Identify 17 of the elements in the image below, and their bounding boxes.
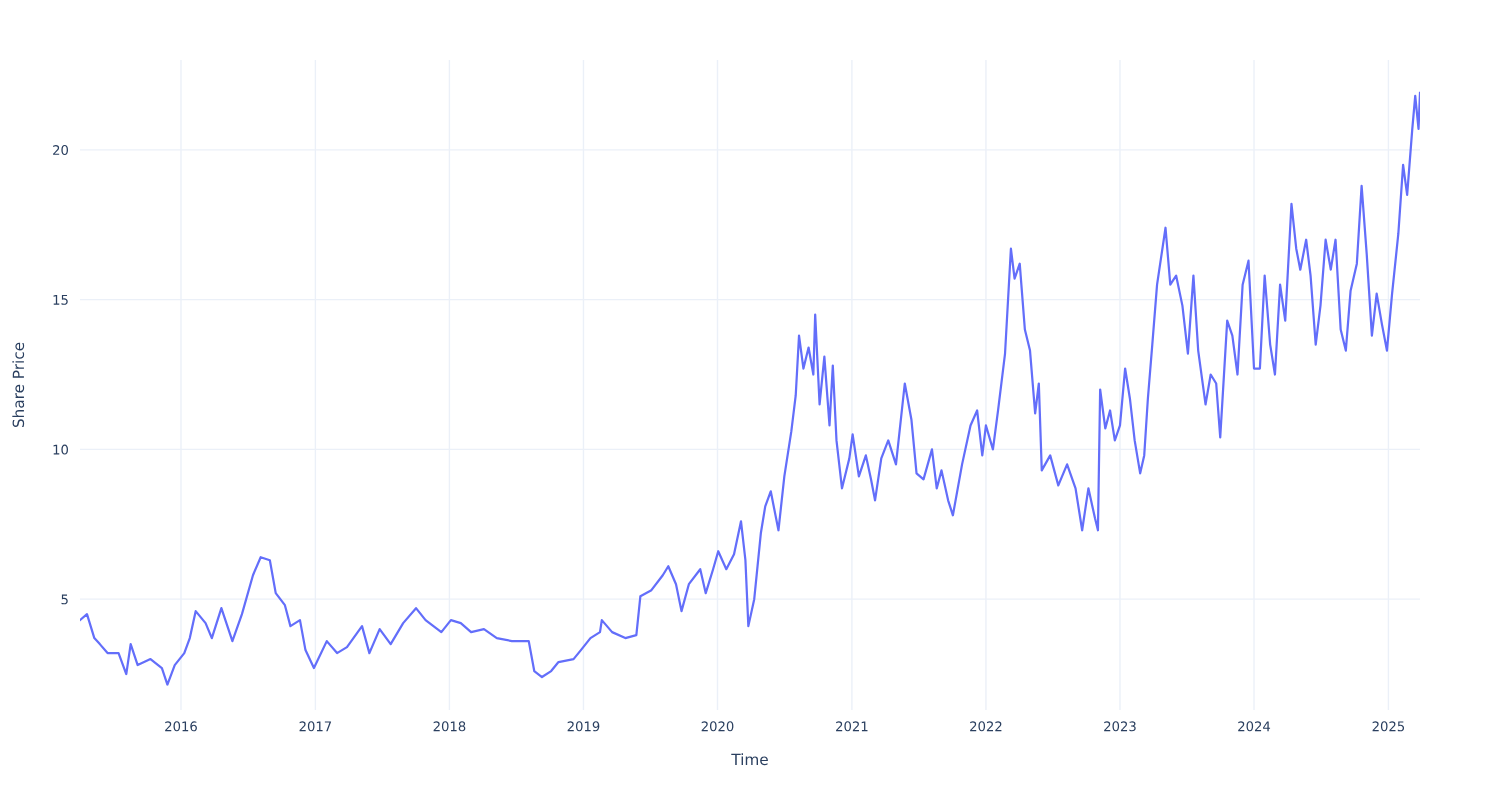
x-tick-label: 2017 [299, 721, 332, 732]
x-axis-title: Time [731, 753, 768, 766]
x-tick-label: 2025 [1372, 721, 1405, 732]
x-tick-label: 2016 [165, 721, 197, 732]
y-tick-label: 5 [61, 594, 68, 605]
x-tick-label: 2024 [1238, 721, 1271, 732]
y-axis-title: Share Price [12, 342, 25, 428]
x-tick-label: 2018 [433, 721, 466, 732]
x-tick-label: 2020 [701, 721, 734, 732]
x-tick-label: 2022 [970, 721, 1002, 732]
x-tick-label: 2023 [1104, 721, 1136, 732]
x-tick-label: 2021 [836, 721, 868, 732]
line-series [80, 91, 1420, 686]
x-tick-label: 2019 [567, 721, 600, 732]
y-tick-label: 15 [53, 295, 68, 305]
y-tick-label: 20 [53, 145, 69, 156]
y-tick-label: 10 [53, 444, 69, 455]
